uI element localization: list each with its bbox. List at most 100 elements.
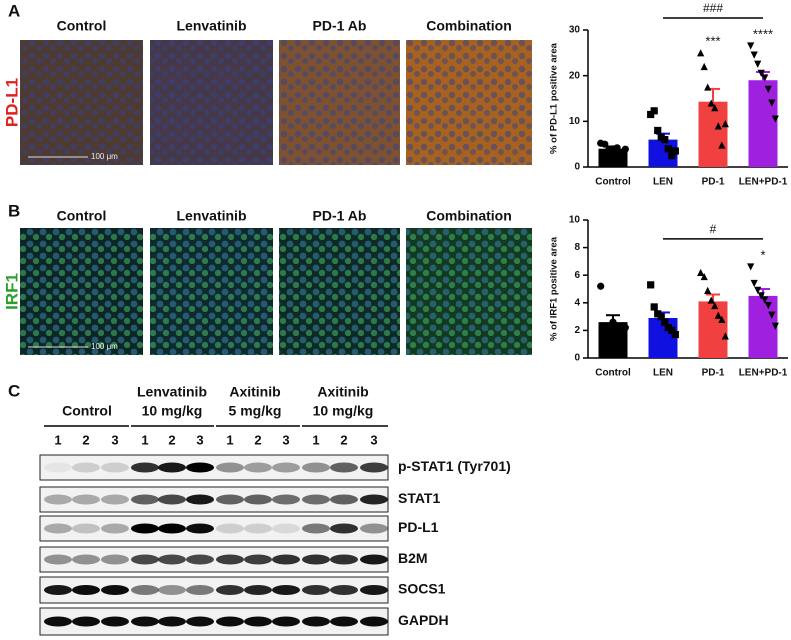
x-tick-label: Control — [595, 368, 631, 379]
blot-band — [244, 585, 272, 595]
panel-label: A — [8, 1, 20, 20]
blot-band — [101, 616, 129, 627]
data-point — [747, 263, 755, 271]
micrograph-nuclei — [150, 228, 273, 355]
data-point — [664, 145, 672, 153]
blot-band — [131, 585, 159, 595]
blot-band — [244, 554, 272, 565]
image-row-label: PD-L1 — [2, 78, 21, 127]
lane-label: 1 — [226, 432, 233, 447]
y-tick-label: 10 — [569, 215, 581, 226]
data-point — [621, 145, 629, 153]
data-point — [597, 282, 605, 290]
blot-band — [302, 523, 330, 534]
data-point — [721, 332, 729, 340]
data-point — [704, 286, 712, 294]
image-column-label: Lenvatinib — [176, 18, 246, 34]
data-point — [613, 144, 621, 152]
x-tick-label: LEN+PD-1 — [739, 368, 788, 379]
blot-band — [330, 462, 358, 473]
x-tick-label: Control — [595, 177, 631, 188]
image-column-label: Lenvatinib — [176, 208, 246, 224]
protein-label: PD-L1 — [398, 519, 439, 535]
blot-band — [302, 585, 330, 595]
protein-label: B2M — [398, 550, 428, 566]
blot-band — [101, 585, 129, 595]
blot-band — [44, 462, 72, 473]
blot-band — [131, 494, 159, 505]
blot-band — [72, 616, 100, 627]
blot-band — [330, 554, 358, 565]
blot-band — [360, 554, 388, 565]
protein-label: GAPDH — [398, 612, 449, 628]
blot-band — [44, 616, 72, 627]
bar — [698, 101, 728, 167]
group-label: Lenvatinib — [137, 384, 207, 400]
data-point — [754, 286, 762, 294]
data-point — [757, 292, 765, 300]
blot-band — [131, 554, 159, 565]
data-point — [714, 122, 722, 130]
lane-label: 3 — [282, 432, 289, 447]
micrograph-nuclei — [406, 40, 532, 165]
x-tick-label: PD-1 — [702, 177, 725, 188]
blot-band — [158, 554, 186, 565]
blot-band — [158, 494, 186, 505]
data-point — [771, 322, 779, 330]
data-point — [707, 296, 715, 304]
lane-label: 1 — [54, 432, 61, 447]
blot-band — [186, 462, 214, 473]
panel-label: C — [8, 381, 20, 400]
image-column-label: Combination — [426, 18, 512, 34]
blot-band — [272, 494, 300, 505]
blot-band — [360, 462, 388, 473]
group-label: Control — [62, 403, 112, 419]
scale-bar-label: 100 μm — [91, 152, 118, 161]
blot-band — [186, 523, 214, 534]
data-point — [668, 151, 676, 160]
blot-band — [186, 585, 214, 595]
blot-band — [44, 585, 72, 595]
significance-label: **** — [753, 26, 773, 41]
micrograph-nuclei — [279, 40, 400, 165]
blot-band — [131, 462, 159, 473]
blot-band — [131, 523, 159, 534]
image-column-label: PD-1 Ab — [313, 18, 367, 34]
bar — [748, 80, 778, 167]
blot-band — [360, 585, 388, 595]
data-point — [671, 330, 679, 339]
data-point — [650, 303, 658, 311]
data-point — [750, 51, 758, 59]
data-point — [704, 83, 712, 91]
y-tick-label: 8 — [574, 242, 580, 253]
data-point — [718, 315, 726, 323]
y-tick-label: 0 — [574, 162, 580, 173]
blot-band — [72, 523, 100, 534]
group-label: 5 mg/kg — [229, 403, 282, 419]
y-tick-label: 20 — [569, 70, 581, 81]
blot-band — [330, 616, 358, 627]
data-point — [647, 110, 655, 119]
blot-band — [186, 616, 214, 627]
lane-label: 3 — [111, 432, 118, 447]
bar — [748, 295, 778, 358]
blot-band — [216, 494, 244, 505]
blot-band — [44, 554, 72, 565]
blot-band — [158, 585, 186, 595]
data-point — [697, 268, 705, 277]
blot-band — [272, 462, 300, 473]
y-tick-label: 0 — [574, 353, 580, 364]
data-point — [721, 120, 729, 128]
blot-band — [272, 523, 300, 534]
blot-band — [72, 494, 100, 505]
blot-band — [44, 494, 72, 505]
blot-band — [272, 554, 300, 565]
blot-band — [101, 462, 129, 473]
blot-band — [216, 616, 244, 627]
image-column-label: PD-1 Ab — [313, 208, 367, 224]
lane-label: 3 — [196, 432, 203, 447]
group-label: 10 mg/kg — [313, 403, 374, 419]
image-row-label: IRF1 — [2, 273, 21, 310]
blot-band — [158, 616, 186, 627]
x-tick-label: PD-1 — [702, 368, 725, 379]
